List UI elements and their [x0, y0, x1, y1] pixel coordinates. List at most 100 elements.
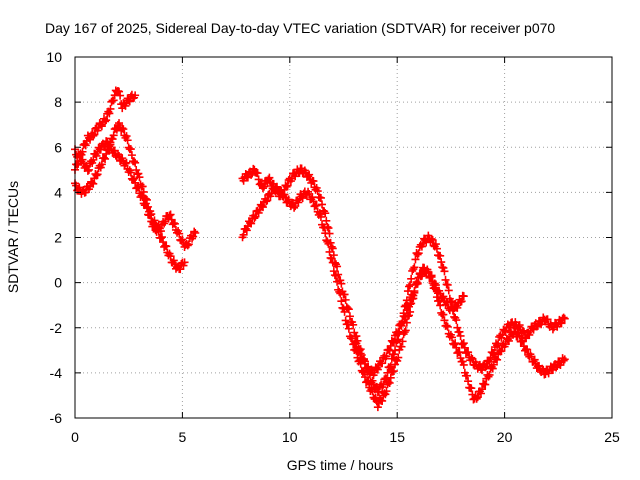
data-point	[525, 330, 534, 339]
data-point	[154, 227, 163, 236]
data-point	[432, 244, 441, 253]
data-point	[426, 272, 435, 281]
data-point	[183, 241, 192, 250]
data-point	[486, 353, 495, 362]
data-point	[178, 235, 187, 244]
data-point	[315, 209, 324, 218]
data-point	[169, 256, 178, 265]
data-point	[84, 165, 93, 174]
data-point	[397, 342, 406, 351]
data-point	[440, 267, 449, 276]
data-point	[258, 184, 267, 193]
x-tick-labels: 0 5 10 15 20 25	[71, 429, 620, 445]
data-point	[305, 170, 314, 179]
data-point	[157, 233, 166, 242]
data-point	[443, 280, 452, 289]
data-point	[116, 91, 125, 100]
tick-marks	[74, 56, 613, 419]
data-point	[134, 183, 143, 192]
data-point	[417, 271, 426, 280]
data-point	[340, 307, 349, 316]
data-point	[389, 337, 398, 346]
data-point	[312, 201, 321, 210]
data-point	[452, 343, 461, 352]
data-point	[123, 136, 132, 145]
data-point	[378, 359, 387, 368]
y-tick-label: 10	[46, 49, 62, 65]
data-point	[180, 258, 189, 267]
data-point	[142, 204, 151, 213]
data-point	[115, 87, 124, 96]
data-point	[109, 131, 118, 140]
y-tick-label: 8	[54, 94, 62, 110]
data-point	[485, 357, 494, 366]
data-points	[71, 86, 569, 412]
x-tick-label: 5	[179, 429, 187, 445]
data-point	[254, 208, 263, 217]
data-point	[515, 321, 524, 330]
data-point	[485, 370, 494, 379]
data-point	[122, 158, 131, 167]
data-point	[130, 174, 139, 183]
data-point	[427, 234, 436, 243]
data-point	[126, 145, 135, 154]
data-point	[131, 178, 140, 187]
data-point	[83, 166, 92, 175]
data-point	[106, 140, 115, 149]
data-point	[320, 223, 329, 232]
x-axis-title: GPS time / hours	[287, 457, 394, 473]
data-point	[484, 372, 493, 381]
data-point	[518, 336, 527, 345]
data-point	[560, 355, 569, 364]
data-point	[557, 319, 566, 328]
data-point	[118, 124, 127, 133]
data-point	[497, 347, 506, 356]
data-point	[386, 362, 395, 371]
data-point	[134, 169, 143, 178]
data-point	[127, 151, 136, 160]
data-point	[131, 158, 140, 167]
data-point	[489, 348, 498, 357]
data-point	[340, 290, 349, 299]
data-point	[443, 298, 452, 307]
data-point	[447, 333, 456, 342]
data-point	[559, 356, 568, 365]
data-point	[523, 345, 532, 354]
data-point	[78, 155, 87, 164]
data-point	[333, 262, 342, 271]
data-point	[138, 182, 147, 191]
data-point	[254, 175, 263, 184]
x-tick-label: 20	[497, 429, 513, 445]
data-point	[405, 282, 414, 291]
y-tick-label: 6	[54, 139, 62, 155]
data-point	[356, 349, 365, 358]
grid	[75, 57, 612, 418]
data-point	[411, 255, 420, 264]
x-tick-label: 10	[282, 429, 298, 445]
data-point	[383, 368, 392, 377]
y-tick-label: 2	[54, 230, 62, 246]
data-point	[90, 130, 99, 139]
data-point	[324, 239, 333, 248]
data-point	[190, 227, 199, 236]
data-series	[71, 137, 189, 274]
data-point	[309, 177, 318, 186]
data-point	[247, 170, 256, 179]
data-point	[430, 279, 439, 288]
data-point	[327, 254, 336, 263]
data-point	[410, 287, 419, 296]
y-tick-label: -4	[50, 365, 63, 381]
data-point	[444, 286, 453, 295]
data-point	[146, 211, 155, 220]
data-point	[394, 327, 403, 336]
data-point	[345, 312, 354, 321]
data-point	[437, 258, 446, 267]
y-axis-title: SDTVAR / TECUs	[5, 181, 21, 293]
data-point	[406, 300, 415, 309]
x-tick-label: 25	[604, 429, 620, 445]
data-point	[329, 267, 338, 276]
data-point	[321, 229, 330, 238]
data-point	[130, 157, 139, 166]
data-point	[191, 228, 200, 237]
data-point	[166, 210, 175, 219]
